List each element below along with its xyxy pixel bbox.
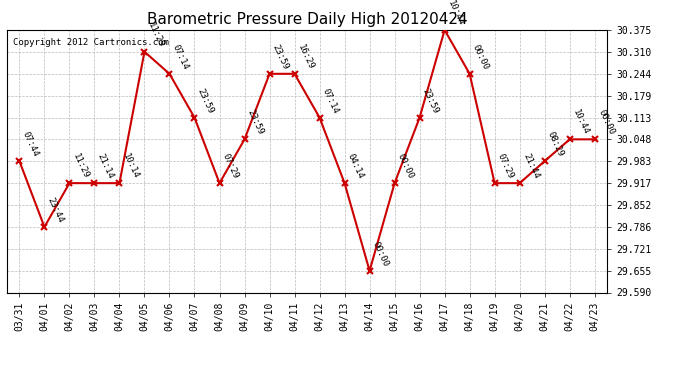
Text: 04:14: 04:14 [346, 152, 366, 180]
Text: 00:00: 00:00 [396, 152, 415, 180]
Text: 23:44: 23:44 [46, 196, 66, 224]
Text: 00:00: 00:00 [371, 240, 391, 268]
Text: 23:59: 23:59 [196, 87, 215, 115]
Text: 23:59: 23:59 [421, 87, 440, 115]
Text: 21:44: 21:44 [521, 152, 540, 180]
Text: 11:29: 11:29 [71, 152, 90, 180]
Text: 07:14: 07:14 [171, 43, 190, 71]
Text: 08:29: 08:29 [546, 130, 566, 158]
Text: 10:14: 10:14 [121, 152, 140, 180]
Text: 11:29: 11:29 [146, 21, 166, 49]
Text: 07:29: 07:29 [496, 152, 515, 180]
Text: 07:29: 07:29 [221, 152, 240, 180]
Text: 21:14: 21:14 [96, 152, 115, 180]
Text: 23:59: 23:59 [271, 43, 290, 71]
Text: 07:44: 07:44 [21, 130, 40, 158]
Text: Copyright 2012 Cartronics.com: Copyright 2012 Cartronics.com [13, 38, 169, 47]
Text: 10:44: 10:44 [571, 108, 591, 136]
Text: 07:14: 07:14 [321, 87, 340, 115]
Title: Barometric Pressure Daily High 20120424: Barometric Pressure Daily High 20120424 [147, 12, 467, 27]
Text: 23:59: 23:59 [246, 108, 266, 136]
Text: 00:00: 00:00 [471, 43, 491, 71]
Text: 16:29: 16:29 [296, 43, 315, 71]
Text: 00:00: 00:00 [596, 108, 615, 136]
Text: 10:44: 10:44 [446, 0, 466, 27]
